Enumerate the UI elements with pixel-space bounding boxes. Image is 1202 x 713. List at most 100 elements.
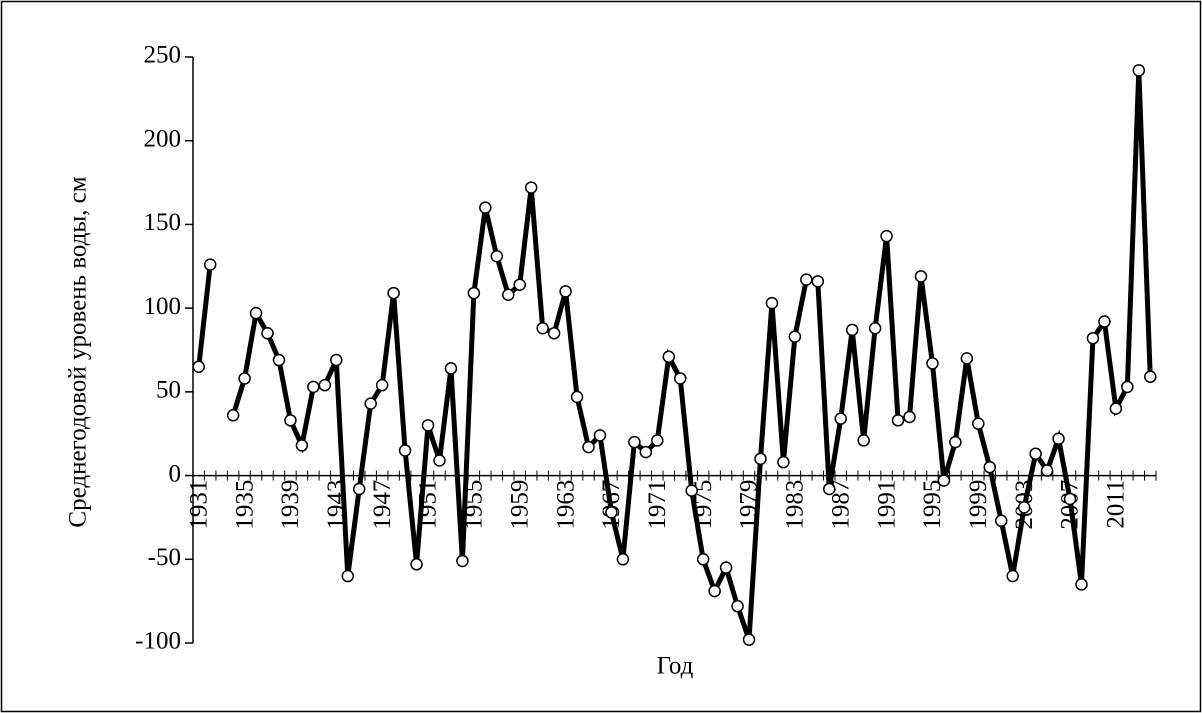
marker bbox=[582, 440, 595, 454]
marker bbox=[673, 372, 687, 385]
marker bbox=[192, 360, 205, 373]
marker bbox=[421, 419, 435, 432]
marker bbox=[1109, 402, 1123, 415]
marker bbox=[1075, 578, 1088, 591]
marker bbox=[708, 584, 721, 598]
marker bbox=[261, 327, 274, 340]
x-tick-label: 1947 bbox=[369, 480, 396, 530]
marker bbox=[272, 353, 286, 367]
marker bbox=[536, 321, 549, 335]
marker bbox=[628, 435, 641, 449]
marker bbox=[616, 553, 630, 566]
y-tick-label: 200 bbox=[144, 125, 182, 152]
marker bbox=[834, 412, 847, 425]
marker bbox=[352, 482, 366, 496]
marker bbox=[295, 439, 309, 452]
marker bbox=[249, 306, 263, 320]
marker bbox=[605, 506, 618, 519]
marker bbox=[949, 435, 962, 449]
x-tick-label: 1935 bbox=[231, 480, 258, 530]
marker bbox=[960, 352, 974, 365]
x-tick-label: 1939 bbox=[277, 480, 304, 530]
marker bbox=[456, 554, 469, 568]
marker bbox=[994, 514, 1008, 528]
marker bbox=[926, 357, 939, 370]
x-tick-label: 1971 bbox=[644, 480, 671, 530]
marker bbox=[1006, 569, 1019, 583]
marker bbox=[502, 288, 515, 301]
marker bbox=[651, 434, 664, 447]
marker bbox=[387, 286, 400, 300]
marker bbox=[880, 229, 893, 243]
marker bbox=[1017, 501, 1031, 514]
marker bbox=[364, 397, 377, 410]
marker bbox=[1063, 492, 1077, 506]
marker bbox=[765, 296, 779, 310]
marker bbox=[857, 434, 870, 447]
marker bbox=[330, 353, 343, 367]
x-tick-label: 1991 bbox=[873, 480, 900, 530]
marker bbox=[398, 444, 412, 457]
y-tick-label: 100 bbox=[144, 293, 182, 320]
marker bbox=[1029, 447, 1042, 461]
y-axis-label: Среднегодовой уровень воды, см bbox=[65, 176, 92, 527]
marker bbox=[1086, 332, 1100, 345]
marker bbox=[513, 278, 526, 291]
y-tick-label: -100 bbox=[135, 628, 181, 655]
marker bbox=[937, 474, 951, 487]
marker bbox=[754, 452, 767, 466]
x-axis-label: Год bbox=[657, 653, 694, 680]
marker bbox=[868, 321, 882, 335]
x-tick-label: 2011 bbox=[1103, 480, 1130, 529]
marker bbox=[318, 378, 332, 392]
marker bbox=[593, 429, 607, 442]
marker bbox=[490, 249, 504, 263]
marker bbox=[1040, 464, 1054, 477]
marker bbox=[719, 561, 733, 574]
marker bbox=[800, 273, 813, 286]
marker bbox=[547, 327, 561, 340]
marker bbox=[559, 285, 572, 298]
x-tick-label: 1963 bbox=[552, 480, 579, 530]
marker bbox=[891, 414, 905, 427]
x-tick-label: 1931 bbox=[185, 480, 212, 530]
x-tick-label: 1999 bbox=[965, 480, 992, 530]
marker bbox=[731, 599, 744, 613]
y-tick-label: -50 bbox=[148, 544, 181, 571]
marker bbox=[1052, 432, 1065, 445]
y-tick-label: 0 bbox=[169, 460, 182, 487]
marker bbox=[284, 414, 297, 427]
marker bbox=[375, 378, 389, 392]
marker bbox=[410, 558, 423, 571]
marker bbox=[696, 553, 710, 566]
marker bbox=[639, 445, 653, 459]
marker bbox=[1144, 370, 1157, 384]
marker bbox=[823, 482, 836, 496]
marker bbox=[1098, 315, 1111, 328]
marker bbox=[685, 484, 698, 497]
x-tick-label: 1983 bbox=[782, 480, 809, 530]
y-tick-label: 250 bbox=[144, 42, 182, 69]
marker bbox=[788, 330, 802, 343]
marker bbox=[903, 410, 916, 424]
marker bbox=[341, 569, 355, 583]
marker bbox=[1121, 380, 1134, 394]
marker bbox=[524, 181, 538, 194]
marker bbox=[914, 270, 928, 283]
marker bbox=[983, 460, 997, 474]
marker bbox=[742, 633, 756, 646]
y-tick-label: 50 bbox=[156, 377, 181, 404]
marker bbox=[433, 454, 446, 467]
marker bbox=[777, 455, 790, 469]
marker bbox=[238, 372, 251, 385]
marker bbox=[226, 409, 240, 422]
x-tick-label: 1959 bbox=[506, 480, 533, 530]
marker bbox=[203, 258, 217, 271]
marker bbox=[845, 323, 859, 337]
marker bbox=[662, 350, 676, 363]
marker bbox=[444, 362, 458, 375]
marker bbox=[1132, 64, 1146, 77]
marker bbox=[479, 201, 492, 214]
x-tick-label: 1995 bbox=[919, 480, 946, 530]
